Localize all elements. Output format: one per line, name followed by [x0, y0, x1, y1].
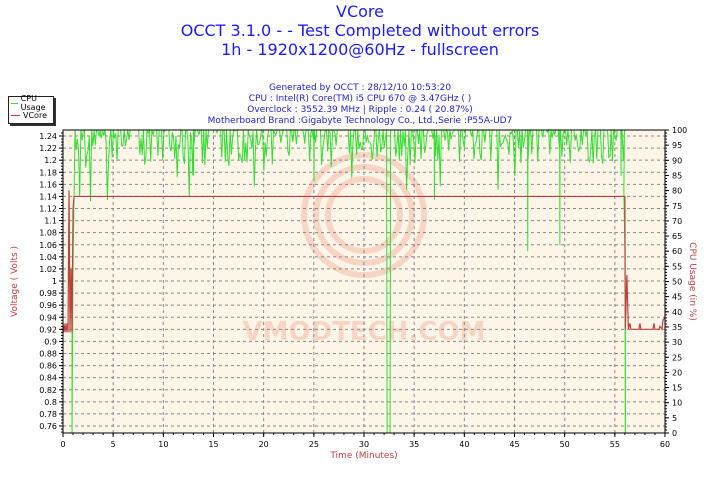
- y-tick-label: 0.88: [39, 350, 57, 359]
- y-tick-label: 1.1: [44, 217, 57, 226]
- y2-tick-label: 35: [672, 323, 682, 332]
- y-tick-label: 1.24: [39, 132, 57, 141]
- x-tick-label: 60: [660, 440, 670, 449]
- y-tick-label: 0.9: [44, 337, 57, 346]
- y2-tick-label: 65: [672, 232, 682, 241]
- y-tick-label: 0.82: [39, 386, 57, 395]
- y-tick-label: 0.98: [39, 289, 57, 298]
- y-tick-label: 1.14: [39, 192, 57, 201]
- x-tick-label: 35: [409, 440, 419, 449]
- y-tick-label: 1.16: [39, 180, 57, 189]
- info-overclock: Overclock : 3552.39 MHz | Ripple : 0.24 …: [247, 105, 473, 115]
- y-tick-label: 0.76: [39, 422, 57, 431]
- y2-tick-label: 45: [672, 293, 682, 302]
- y-tick-label: 1.04: [39, 253, 57, 262]
- y-tick-label: 0.94: [39, 313, 57, 322]
- y2-tick-label: 75: [672, 202, 682, 211]
- y-axis-label: Voltage ( Volts ): [10, 246, 20, 317]
- y-tick-label: 1.12: [39, 205, 57, 214]
- y2-tick-label: 10: [672, 399, 682, 408]
- y-tick-label: 0.8: [44, 398, 57, 407]
- y-tick-label: 1.06: [39, 241, 57, 250]
- y-tick-label: 0.86: [39, 362, 57, 371]
- y-tick-label: 1.08: [39, 229, 57, 238]
- chart-title: VCore: [336, 2, 384, 21]
- y-tick-label: 1.22: [39, 144, 57, 153]
- y2-tick-label: 100: [672, 126, 687, 135]
- y2-tick-label: 60: [672, 247, 682, 256]
- y-tick-label: 1: [52, 277, 57, 286]
- info-cpu: CPU : Intel(R) Core(TM) i5 CPU 670 @ 3.4…: [248, 94, 472, 104]
- x-tick-label: 5: [111, 440, 116, 449]
- x-tick-label: 25: [309, 440, 319, 449]
- x-tick-label: 10: [158, 440, 168, 449]
- x-tick-label: 55: [610, 440, 620, 449]
- legend-swatch-green: [11, 102, 18, 104]
- y-tick-label: 1.18: [39, 168, 57, 177]
- y2-tick-label: 25: [672, 353, 682, 362]
- legend-label: CPU Usage: [20, 94, 46, 112]
- x-tick-label: 15: [208, 440, 218, 449]
- y-tick-label: 0.78: [39, 410, 57, 419]
- y-tick-label: 1.02: [39, 265, 57, 274]
- legend-item-vcore: VCore: [9, 109, 53, 121]
- y2-tick-label: 15: [672, 384, 682, 393]
- y2-tick-label: 80: [672, 187, 682, 196]
- y2-tick-label: 95: [672, 141, 682, 150]
- info-motherboard: Motherboard Brand :Gigabyte Technology C…: [207, 116, 513, 126]
- y-tick-label: 0.84: [39, 374, 57, 383]
- info-generated: Generated by OCCT : 28/12/10 10:53:20: [268, 83, 452, 93]
- x-tick-label: 20: [259, 440, 269, 449]
- y-tick-label: 0.96: [39, 301, 57, 310]
- y2-tick-label: 0: [672, 429, 677, 438]
- legend-swatch-red: [11, 114, 20, 116]
- chart-subtitle-1: OCCT 3.1.0 - - Test Completed without er…: [180, 21, 540, 40]
- y2-tick-label: 55: [672, 262, 682, 271]
- chart-subtitle-2: 1h - 1920x1200@60Hz - fullscreen: [221, 40, 499, 59]
- legend-label: VCore: [23, 110, 47, 120]
- y2-tick-label: 30: [672, 338, 682, 347]
- y2-tick-label: 5: [672, 414, 677, 423]
- legend-item-cpu-usage: CPU Usage: [9, 94, 53, 112]
- x-tick-label: 0: [60, 440, 65, 449]
- y2-tick-label: 90: [672, 156, 682, 165]
- x-axis-label: Time (Minutes): [329, 451, 397, 461]
- y2-tick-label: 40: [672, 308, 682, 317]
- y-tick-label: 1.2: [44, 156, 57, 165]
- y-tick-label: 0.92: [39, 325, 57, 334]
- x-tick-label: 40: [459, 440, 469, 449]
- y2-tick-label: 20: [672, 368, 682, 377]
- y2-axis-label: CPU Usage (in %): [687, 242, 697, 321]
- chart-legend: CPU Usage VCore: [8, 94, 54, 124]
- y2-tick-label: 50: [672, 278, 682, 287]
- y2-tick-label: 70: [672, 217, 682, 226]
- y2-tick-label: 85: [672, 171, 682, 180]
- x-tick-label: 45: [509, 440, 519, 449]
- series-vcore: [62, 190, 666, 333]
- x-tick-label: 30: [359, 440, 369, 449]
- x-tick-label: 50: [560, 440, 570, 449]
